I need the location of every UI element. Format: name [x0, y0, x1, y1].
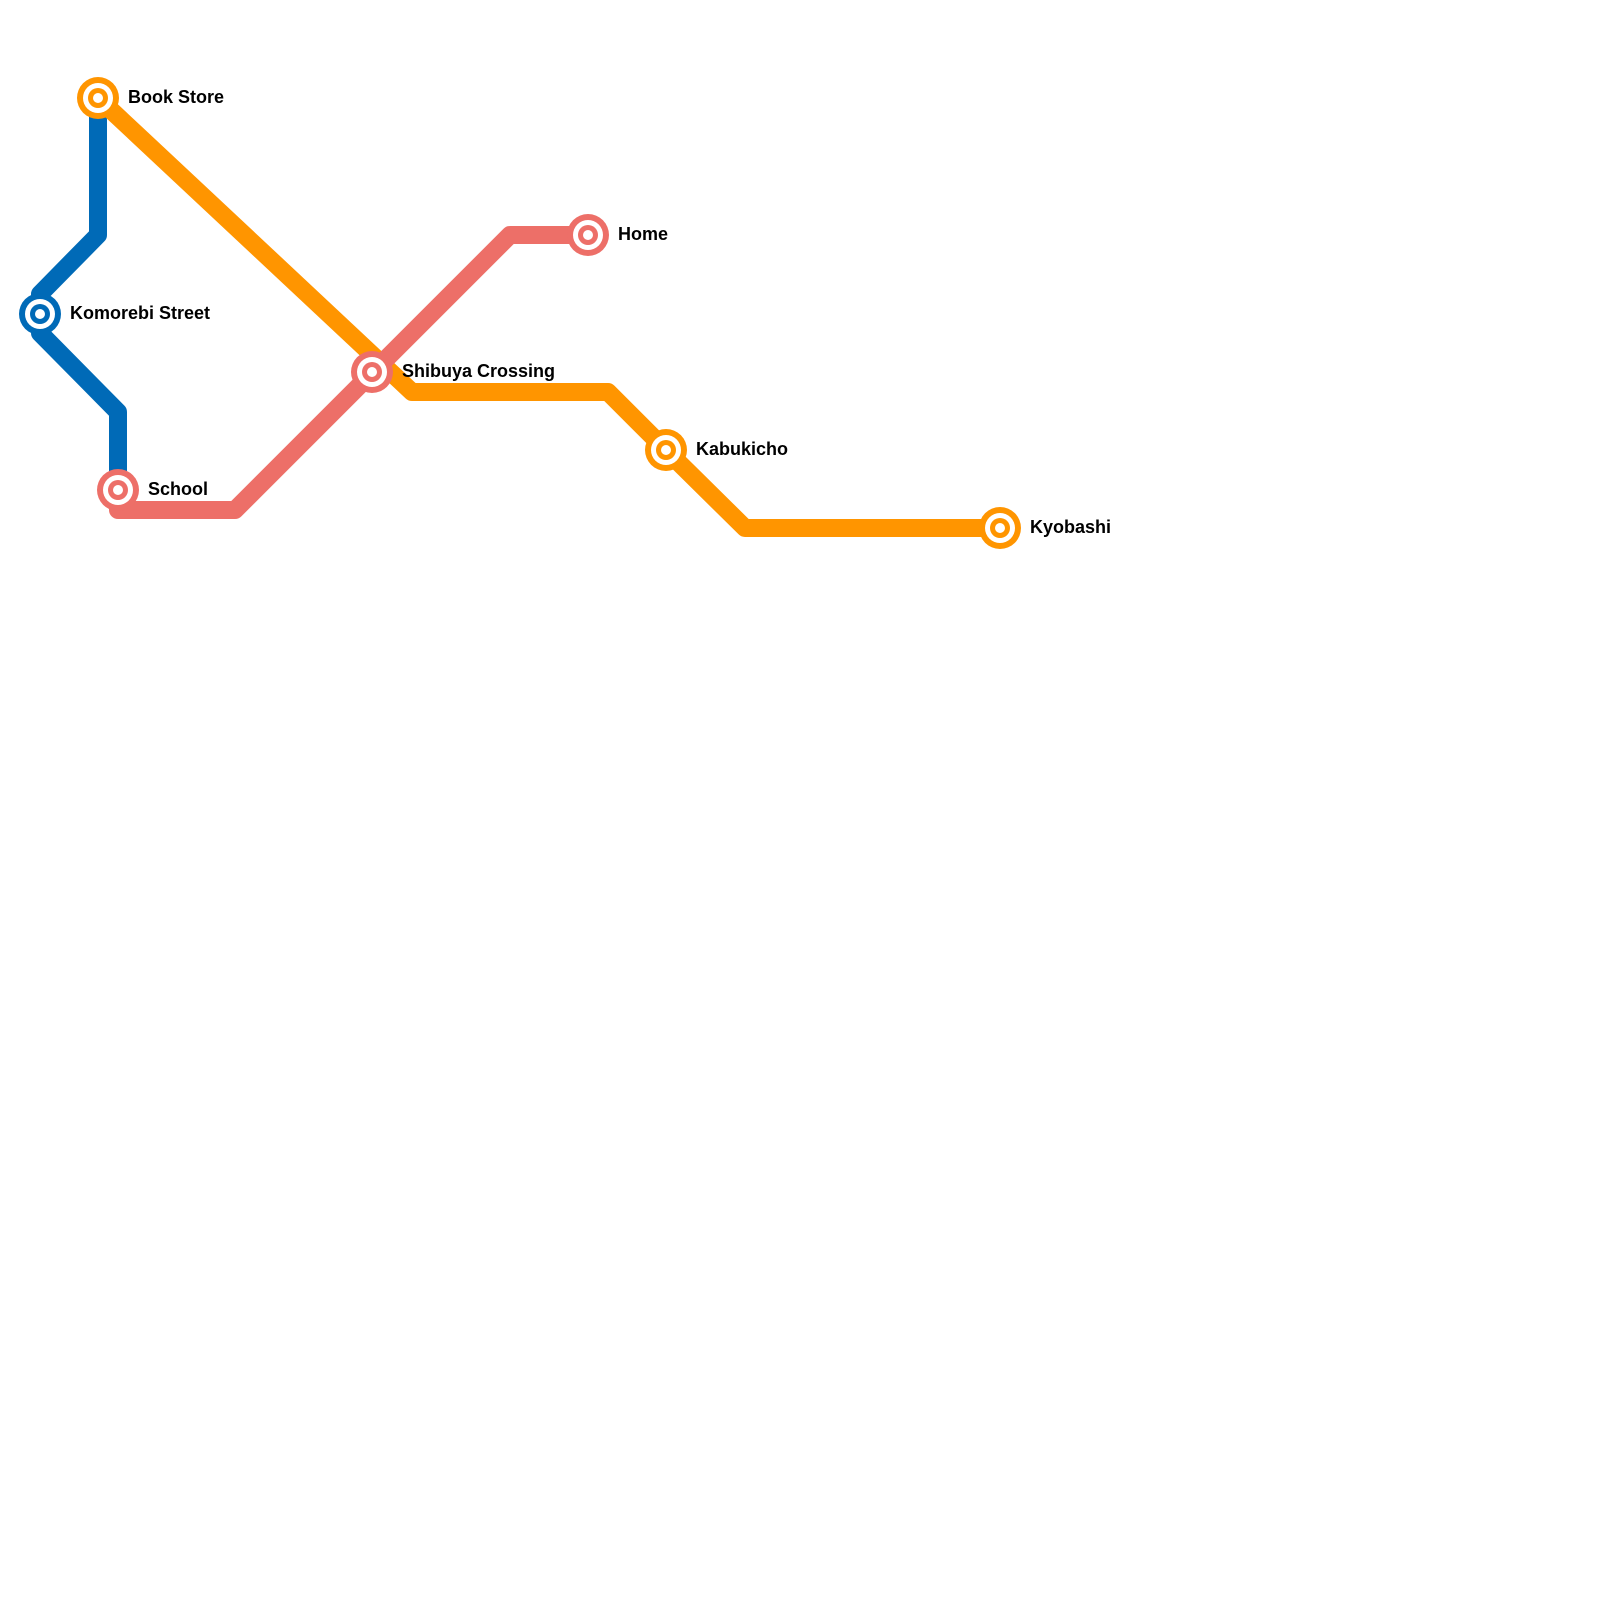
station-marker-icon — [995, 523, 1005, 533]
station-school[interactable]: School — [97, 469, 208, 511]
station-label: School — [148, 479, 208, 499]
station-label: Kyobashi — [1030, 517, 1111, 537]
station-marker-icon — [93, 93, 103, 103]
station-shibuya-crossing[interactable]: Shibuya Crossing — [351, 351, 555, 393]
station-label: Komorebi Street — [70, 303, 210, 323]
station-kyobashi[interactable]: Kyobashi — [979, 507, 1111, 549]
line-blue — [31, 89, 127, 499]
station-label: Book Store — [128, 87, 224, 107]
station-label: Home — [618, 224, 668, 244]
station-kabukicho[interactable]: Kabukicho — [645, 429, 788, 471]
station-label: Shibuya Crossing — [402, 361, 555, 381]
line-orange — [89, 89, 1009, 537]
station-label: Kabukicho — [696, 439, 788, 459]
station-marker-icon — [661, 445, 671, 455]
station-komorebi-street[interactable]: Komorebi Street — [19, 293, 210, 335]
station-marker-icon — [583, 230, 593, 240]
station-book-store[interactable]: Book Store — [77, 77, 224, 119]
station-marker-icon — [35, 309, 45, 319]
station-home[interactable]: Home — [567, 214, 668, 256]
station-marker-icon — [367, 367, 377, 377]
station-marker-icon — [113, 485, 123, 495]
